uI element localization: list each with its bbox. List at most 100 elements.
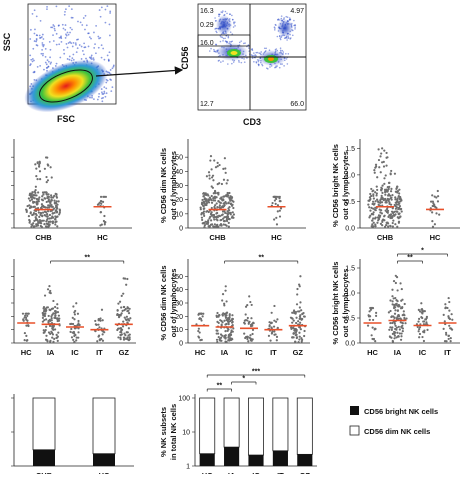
data-point <box>209 215 212 218</box>
data-point <box>40 203 44 206</box>
data-point <box>40 225 43 229</box>
data-point <box>396 225 399 228</box>
y-axis-label: % CD56 bright NK cellsout of lymphocytes <box>331 262 350 345</box>
data-point <box>391 221 394 225</box>
data-point <box>231 314 234 317</box>
data-point <box>221 334 224 337</box>
data-point <box>36 223 39 226</box>
data-point <box>22 318 25 322</box>
data-point <box>120 306 123 309</box>
data-point <box>51 307 55 310</box>
data-point <box>220 323 223 326</box>
data-point <box>391 321 394 325</box>
data-point <box>436 189 439 193</box>
data-point <box>117 336 120 339</box>
data-point <box>125 331 128 334</box>
data-point <box>393 316 396 320</box>
flow-plot-fsc-ssc: SSC FSC <box>2 3 117 124</box>
data-point <box>371 223 374 226</box>
data-point <box>399 282 402 285</box>
data-point <box>33 197 36 200</box>
data-point <box>32 222 35 225</box>
data-point <box>54 223 57 226</box>
data-point <box>223 157 226 160</box>
data-point <box>298 331 301 334</box>
data-point <box>57 314 60 317</box>
data-point <box>97 319 100 322</box>
data-point <box>31 223 34 227</box>
data-point <box>396 309 399 313</box>
data-point <box>390 216 394 220</box>
data-point <box>126 310 129 313</box>
data-point <box>199 208 202 211</box>
data-point <box>378 216 381 219</box>
data-point <box>36 219 39 222</box>
data-point <box>444 331 448 334</box>
data-point <box>397 221 400 224</box>
data-point <box>51 313 54 316</box>
data-point <box>370 194 373 198</box>
data-point <box>403 314 406 317</box>
data-point <box>250 303 253 307</box>
data-point <box>203 214 206 217</box>
data-point <box>397 305 400 308</box>
flow-right-ylabel: CD56 <box>180 46 190 69</box>
data-point <box>44 310 47 313</box>
data-point <box>122 277 125 280</box>
data-point <box>56 225 59 228</box>
y-tick-label: 1 <box>186 464 190 471</box>
data-point <box>33 205 36 208</box>
data-point <box>298 315 302 318</box>
data-point <box>374 206 377 209</box>
data-point <box>379 214 382 217</box>
data-point <box>398 216 401 219</box>
data-point <box>294 340 297 343</box>
data-point <box>383 225 387 229</box>
data-point <box>231 323 234 327</box>
data-point <box>250 317 253 320</box>
data-point <box>291 321 294 324</box>
data-point <box>434 205 437 209</box>
data-point <box>222 217 225 220</box>
data-point <box>128 307 131 310</box>
data-point <box>101 333 104 336</box>
data-point <box>45 200 48 204</box>
data-point <box>73 313 77 316</box>
data-point <box>438 213 441 216</box>
data-point <box>446 306 449 310</box>
data-point <box>394 324 397 327</box>
data-point <box>73 340 76 344</box>
data-point <box>224 285 227 288</box>
data-point <box>206 210 209 213</box>
data-point <box>42 193 45 196</box>
data-point <box>217 214 221 217</box>
data-point <box>393 331 397 334</box>
data-point <box>49 209 52 213</box>
bar-dim-it <box>272 397 289 452</box>
data-point <box>204 203 207 207</box>
data-point <box>371 326 374 329</box>
data-point <box>379 222 382 225</box>
data-point <box>274 320 278 323</box>
data-point <box>244 318 248 322</box>
data-point <box>431 220 434 223</box>
data-point <box>121 325 125 328</box>
data-point <box>416 325 419 329</box>
data-point <box>99 211 102 214</box>
data-point <box>403 302 406 306</box>
data-point <box>380 212 384 215</box>
data-point <box>210 168 213 171</box>
data-point <box>393 172 397 175</box>
data-point <box>46 206 49 209</box>
data-point <box>273 319 276 322</box>
data-point <box>223 302 226 305</box>
data-point <box>48 285 51 288</box>
data-point <box>375 198 379 201</box>
data-point <box>50 205 53 208</box>
data-point <box>270 311 273 314</box>
data-point <box>371 202 374 206</box>
data-point <box>387 215 390 218</box>
y-tick-label: 10 <box>175 211 183 218</box>
data-point <box>399 200 402 203</box>
data-point <box>243 321 246 324</box>
